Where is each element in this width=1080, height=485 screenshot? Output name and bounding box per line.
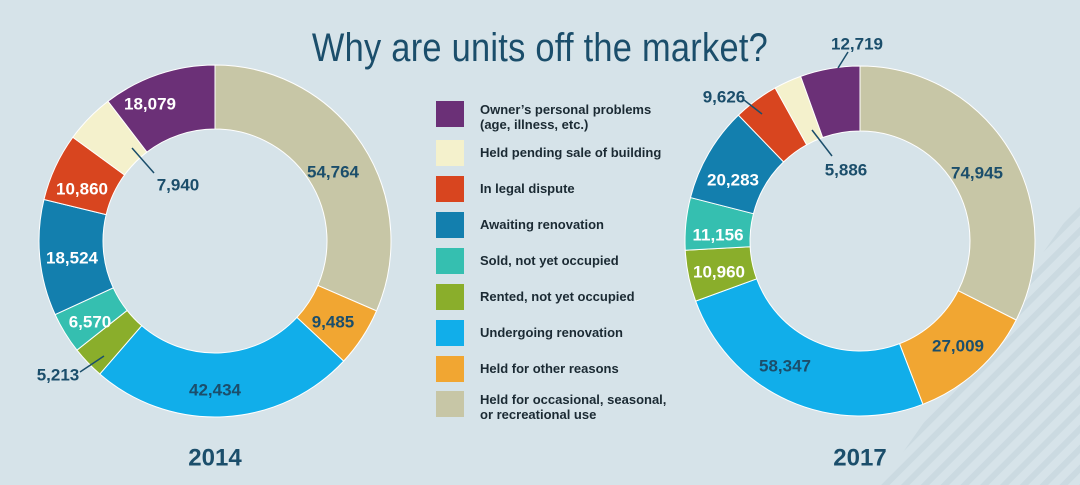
leader-line <box>743 99 763 115</box>
legend-label: Sold, not yet occupied <box>480 253 619 268</box>
legend-swatch <box>436 140 464 166</box>
data-label: 11,156 <box>692 226 743 245</box>
legend-label: Rented, not yet occupied <box>480 289 635 304</box>
data-label: 10,960 <box>693 263 745 282</box>
legend-swatch <box>436 212 464 238</box>
data-label: 74,945 <box>951 164 1003 183</box>
chart-title: Why are units off the market? <box>311 26 769 70</box>
donut-slice <box>800 65 861 139</box>
legend-swatch <box>436 176 464 202</box>
data-label: 6,570 <box>69 313 112 332</box>
leader-line <box>131 147 155 174</box>
legend-swatch <box>436 101 464 127</box>
legend-label: Held pending sale of building <box>480 145 662 160</box>
data-label: 20,283 <box>707 171 759 190</box>
legend-label: Undergoing renovation <box>480 325 623 340</box>
donut-slice <box>214 64 392 312</box>
data-label: 54,764 <box>307 163 360 182</box>
legend-label: Owner’s personal problems (age, illness,… <box>480 102 652 132</box>
legend-label: In legal dispute <box>480 181 575 196</box>
data-label: 42,434 <box>189 381 242 400</box>
legend-swatch <box>436 248 464 274</box>
data-label: 5,886 <box>825 161 868 180</box>
legend-swatch <box>436 356 464 382</box>
leader-line <box>811 129 833 157</box>
data-label: 12,719 <box>831 35 883 54</box>
year-label: 2017 <box>833 445 886 472</box>
leader-line <box>837 51 849 69</box>
donut-slice <box>99 316 345 418</box>
legend-swatch <box>436 320 464 346</box>
legend-swatch <box>436 391 464 417</box>
leader-line <box>79 355 105 373</box>
data-label: 18,524 <box>46 249 99 268</box>
donut-chart-2017: 74,945 27,009 58,347 10,960 11,156 20,283 9,62… <box>684 35 1036 472</box>
data-label: 18,079 <box>124 95 176 114</box>
donut-slice <box>695 278 924 417</box>
data-label: 9,626 <box>703 88 746 107</box>
year-label: 2014 <box>188 445 242 472</box>
legend-label: Held for occasional, seasonal, or recrea… <box>480 392 667 422</box>
data-label: 5,213 <box>37 366 80 385</box>
data-label: 58,347 <box>759 357 811 376</box>
data-label: 10,860 <box>56 180 108 199</box>
legend-label: Held for other reasons <box>480 361 619 376</box>
data-label: 27,009 <box>932 337 984 356</box>
legend-label: Awaiting renovation <box>480 217 604 232</box>
donut-slice <box>859 65 1036 321</box>
legend-swatch <box>436 284 464 310</box>
donut-chart-2014: 54,764 9,485 42,434 5,213 6,570 18,524 10,860 7… <box>37 64 392 472</box>
data-label: 9,485 <box>312 313 355 332</box>
data-label: 7,940 <box>157 176 200 195</box>
donut-slice <box>107 64 216 153</box>
